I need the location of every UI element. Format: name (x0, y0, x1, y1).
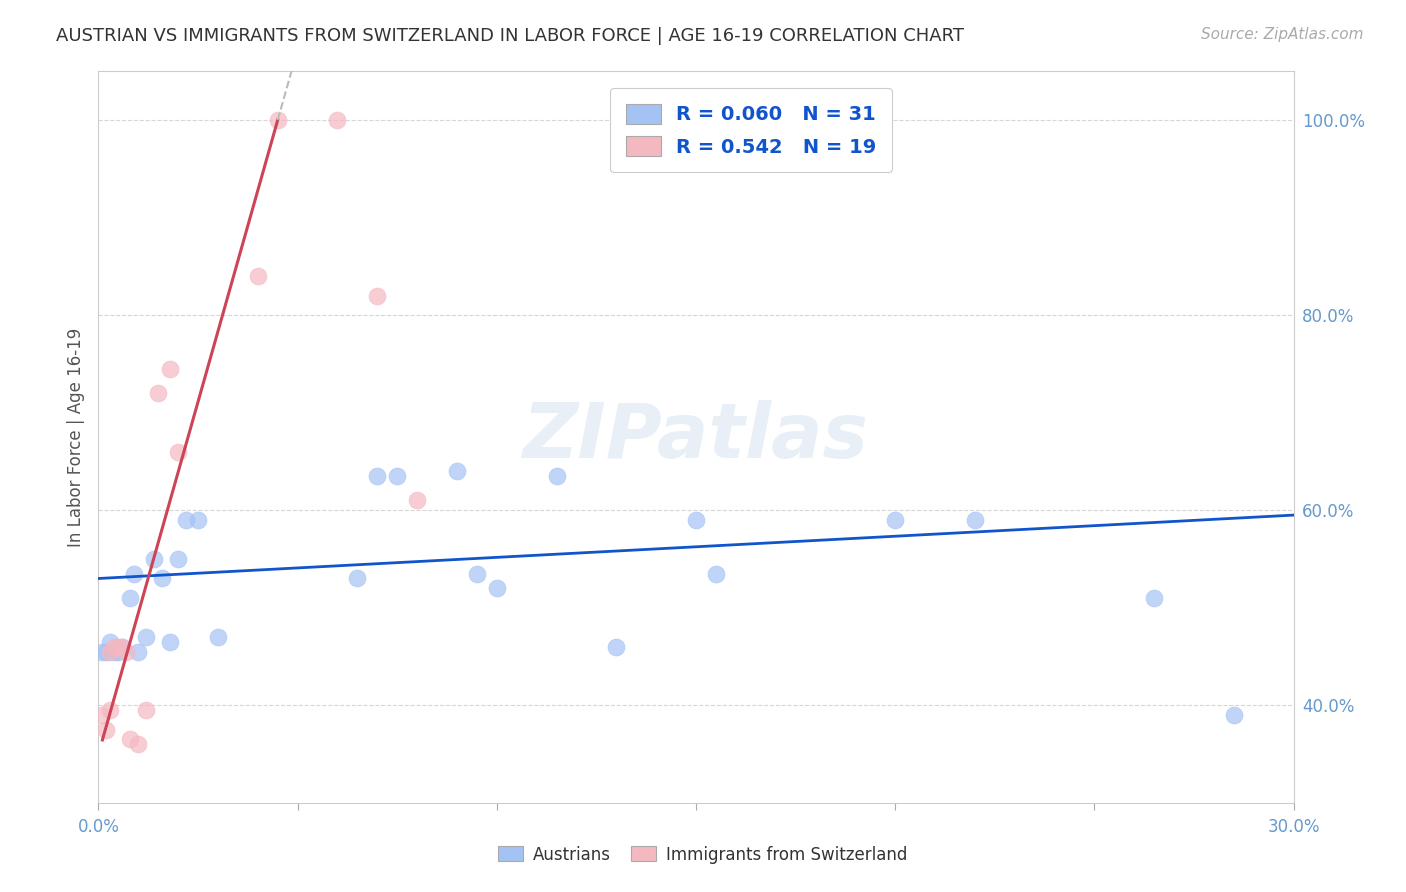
Point (96, 723, 118, 737)
Point (124, 566, 146, 581)
Point (605, 640, 627, 654)
Point (127, 645, 149, 659)
Point (174, 513, 197, 527)
Text: AUSTRIAN VS IMMIGRANTS FROM SWITZERLAND IN LABOR FORCE | AGE 16-19 CORRELATION C: AUSTRIAN VS IMMIGRANTS FROM SWITZERLAND … (56, 27, 965, 45)
Point (98, 703, 122, 717)
Point (167, 552, 190, 566)
Point (159, 635, 181, 649)
Point (485, 581, 508, 595)
Point (135, 703, 157, 717)
Point (120, 732, 142, 747)
Point (111, 640, 134, 654)
Point (207, 630, 229, 644)
Point (96, 645, 118, 659)
Point (111, 640, 134, 654)
Point (107, 640, 129, 654)
Point (91, 708, 114, 723)
Point (267, 113, 290, 128)
Point (385, 469, 409, 483)
Text: ZIPatlas: ZIPatlas (523, 401, 869, 474)
Point (246, 269, 269, 284)
Point (167, 444, 190, 458)
Y-axis label: In Labor Force | Age 16-19: In Labor Force | Age 16-19 (66, 327, 84, 547)
Point (326, 113, 349, 128)
Point (107, 645, 129, 659)
Point (115, 645, 138, 659)
Legend: R = 0.060   N = 31, R = 0.542   N = 19: R = 0.060 N = 31, R = 0.542 N = 19 (610, 88, 891, 172)
Point (1223, 708, 1246, 723)
Point (465, 566, 488, 581)
Point (963, 513, 986, 527)
Point (150, 572, 173, 586)
Point (685, 513, 707, 527)
Point (98, 635, 122, 649)
Point (127, 737, 149, 751)
Point (103, 645, 125, 659)
Point (406, 493, 429, 508)
Point (135, 630, 157, 644)
Point (91, 645, 114, 659)
Point (884, 513, 907, 527)
Point (704, 566, 727, 581)
Point (159, 361, 181, 376)
Point (346, 572, 368, 586)
Point (366, 288, 388, 302)
Point (148, 386, 170, 401)
Point (120, 591, 142, 605)
Point (103, 640, 125, 654)
Point (98, 645, 122, 659)
Point (546, 469, 568, 483)
Legend: Austrians, Immigrants from Switzerland: Austrians, Immigrants from Switzerland (492, 839, 914, 871)
Point (143, 552, 166, 566)
Point (1143, 591, 1166, 605)
Point (446, 464, 468, 478)
Point (187, 513, 209, 527)
Point (366, 469, 388, 483)
Text: Source: ZipAtlas.com: Source: ZipAtlas.com (1201, 27, 1364, 42)
